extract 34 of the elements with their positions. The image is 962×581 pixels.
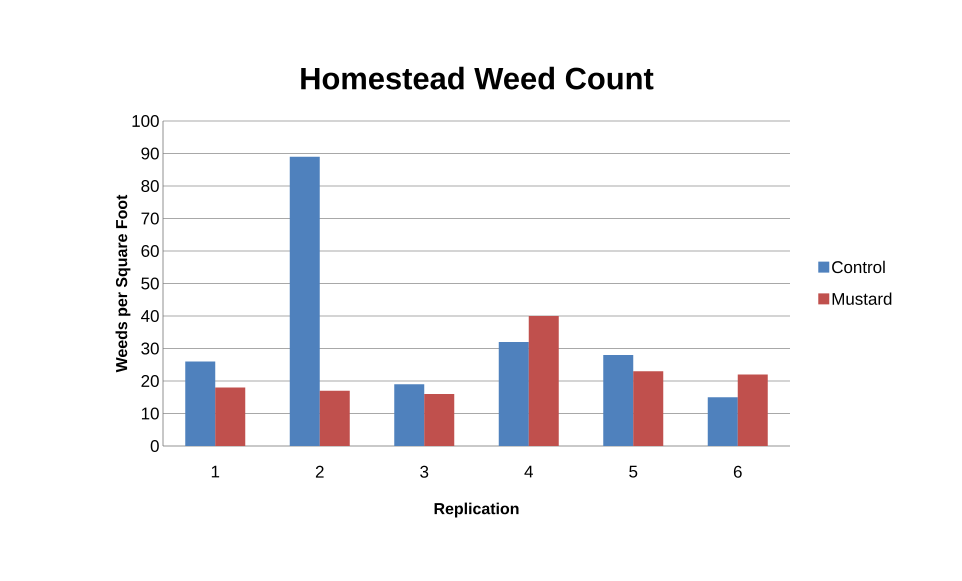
y-tick-label: 60	[142, 245, 159, 257]
y-tick-label: 30	[141, 342, 159, 354]
y-tick-label: 10	[142, 408, 159, 420]
x-tick-label: 1	[212, 466, 220, 478]
bar	[738, 374, 768, 446]
bar	[394, 384, 424, 446]
bar	[603, 355, 634, 446]
x-tick-label: 6	[734, 466, 742, 478]
y-tick-label: 0	[150, 440, 159, 452]
y-tick-label: 40	[141, 310, 159, 322]
bar	[320, 390, 350, 446]
bar	[215, 388, 246, 446]
y-axis-title: Weeds per Square Foot	[116, 194, 130, 372]
bar	[498, 342, 529, 446]
bar	[633, 371, 664, 446]
y-tick-label: 90	[141, 148, 159, 160]
y-tick-label: 20	[142, 375, 159, 387]
bar	[185, 362, 216, 446]
bar	[528, 316, 559, 446]
y-tick-label: 50	[141, 278, 159, 290]
x-tick-label: 2	[316, 466, 324, 478]
legend-label: Mustard	[832, 292, 892, 305]
x-tick-label: 4	[524, 466, 533, 478]
bar	[708, 397, 738, 446]
legend-label: Control	[832, 260, 885, 274]
x-axis-title: Replication	[434, 502, 518, 518]
x-tick-label: 5	[629, 466, 638, 478]
x-tick-label: 3	[420, 466, 428, 478]
bar	[290, 156, 320, 446]
y-tick-label: 70	[142, 212, 159, 224]
y-tick-label: 100	[132, 115, 159, 127]
y-tick-label: 80	[141, 180, 159, 192]
chart-title: Homestead Weed Count	[301, 66, 654, 90]
bar	[424, 394, 454, 446]
